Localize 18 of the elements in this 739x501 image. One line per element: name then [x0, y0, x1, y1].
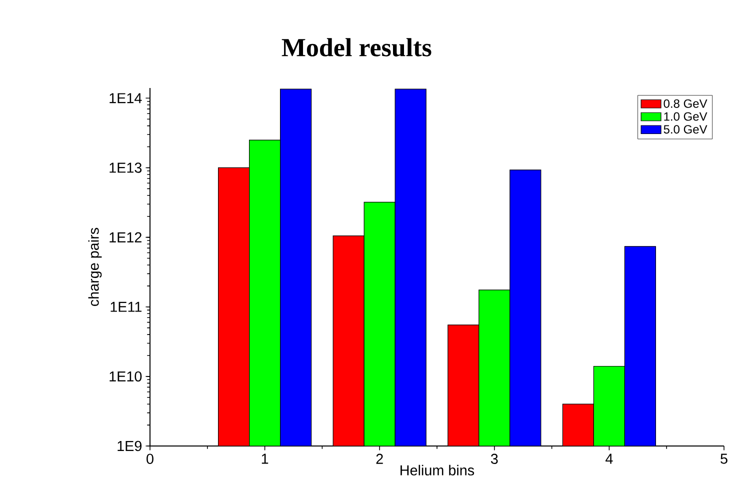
y-tick-label: 1E14: [110, 93, 142, 104]
y-tick-label: 1E10: [110, 371, 142, 382]
y-tick-label: 1E12: [110, 232, 142, 242]
y-tick-label: 1E11: [110, 302, 142, 312]
chart-title: Model results: [282, 38, 432, 56]
x-tick-label: 5: [720, 454, 728, 464]
legend-label: 5.0 GeV: [664, 125, 708, 134]
x-tick-label: 2: [376, 454, 383, 464]
x-tick-label: 0: [146, 454, 154, 464]
x-tick-label: 1: [262, 454, 268, 464]
x-tick-label: 4: [606, 454, 613, 464]
x-axis-title: Helium bins: [400, 464, 474, 476]
y-tick-label: 1E9: [118, 440, 142, 452]
y-axis-title: charge pairs: [88, 228, 102, 306]
x-tick-label: 3: [490, 454, 498, 464]
y-tick-label: 1E13: [110, 162, 142, 173]
legend-label: 1.0 GeV: [664, 112, 708, 121]
legend-label: 0.8 GeV: [664, 99, 708, 108]
